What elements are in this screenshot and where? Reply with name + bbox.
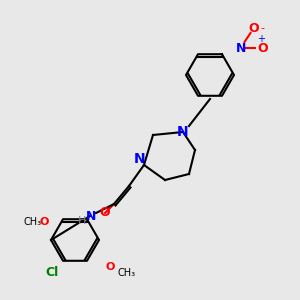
Text: +: +	[257, 34, 265, 44]
Text: N: N	[86, 209, 97, 223]
Text: Cl: Cl	[45, 266, 58, 279]
Text: O: O	[39, 217, 48, 227]
Text: O: O	[248, 22, 259, 35]
Text: -: -	[260, 23, 265, 34]
Text: O: O	[100, 206, 110, 220]
Text: H: H	[78, 215, 87, 226]
Text: CH₃: CH₃	[117, 268, 135, 278]
Text: N: N	[236, 41, 247, 55]
Text: N: N	[177, 125, 189, 139]
Text: N: N	[134, 152, 145, 166]
Text: O: O	[257, 41, 268, 55]
Text: O: O	[105, 262, 114, 272]
Text: CH₃: CH₃	[24, 217, 42, 227]
